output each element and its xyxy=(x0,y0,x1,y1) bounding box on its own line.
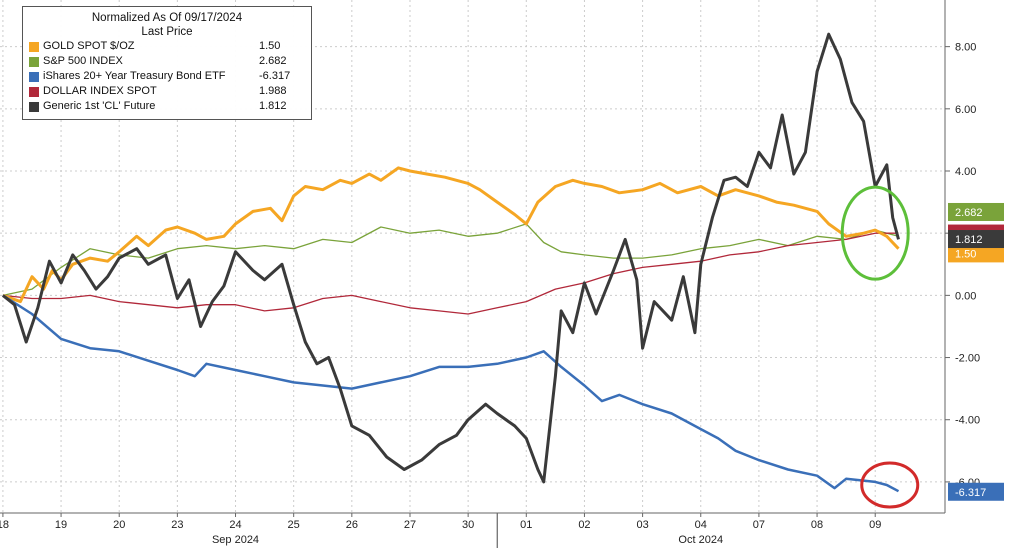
y-tick-label: 0.00 xyxy=(955,290,976,302)
x-month-label: Oct 2024 xyxy=(678,534,723,546)
legend-swatch xyxy=(29,86,39,97)
value-tag xyxy=(948,482,1004,501)
legend-series-name: GOLD SPOT $/OZ xyxy=(43,40,135,52)
x-tick-label: 23 xyxy=(171,519,183,531)
legend-series-value: 1.50 xyxy=(259,40,281,52)
x-tick-label: 20 xyxy=(113,519,125,531)
x-tick-label: 19 xyxy=(55,519,67,531)
legend-series-name: DOLLAR INDEX SPOT xyxy=(43,85,157,97)
series-line-1 xyxy=(2,223,899,297)
legend-series-name: iShares 20+ Year Treasury Bond ETF xyxy=(43,70,226,82)
x-tick-label: 03 xyxy=(636,519,648,531)
x-tick-label: 02 xyxy=(578,519,590,531)
legend-item: DOLLAR INDEX SPOT 1.988 xyxy=(29,84,305,99)
x-tick-label: 25 xyxy=(288,519,300,531)
y-tick-label: 4.00 xyxy=(955,166,976,178)
value-tag xyxy=(948,230,1004,249)
red-circle-annotation xyxy=(860,461,920,509)
series-line-0 xyxy=(2,166,900,304)
series-line-3 xyxy=(2,232,899,315)
legend-series-name: S&P 500 INDEX xyxy=(43,55,123,67)
green-circle-annotation xyxy=(840,185,910,281)
value-tag-label: 1.812 xyxy=(955,234,983,246)
legend-item: GOLD SPOT $/OZ 1.50 xyxy=(29,39,305,54)
y-tick-label: 6.00 xyxy=(955,104,976,116)
legend-title: Normalized As Of 09/17/2024 xyxy=(91,12,243,24)
value-tag xyxy=(948,202,1004,221)
y-tick-label: -4.00 xyxy=(955,415,980,427)
x-tick-label: 24 xyxy=(229,519,241,531)
x-tick-label: 09 xyxy=(869,519,881,531)
legend-swatch xyxy=(29,56,39,67)
legend-series-value: 1.988 xyxy=(259,85,287,97)
legend-item: iShares 20+ Year Treasury Bond ETF -6.317 xyxy=(29,69,305,84)
x-tick-label: 04 xyxy=(695,519,707,531)
x-tick-label: 26 xyxy=(346,519,358,531)
legend-item: Generic 1st 'CL' Future 1.812 xyxy=(29,99,305,114)
legend-swatch xyxy=(29,71,39,82)
y-tick-label: -2.00 xyxy=(955,353,980,365)
chart-legend: Normalized As Of 09/17/2024 Last Price G… xyxy=(22,6,312,120)
value-tag-label: -6.317 xyxy=(955,487,986,499)
x-tick-label: 07 xyxy=(753,519,765,531)
legend-series-value: 1.812 xyxy=(259,100,287,112)
value-tag xyxy=(948,244,1004,263)
legend-swatch xyxy=(29,41,39,52)
x-month-label: Sep 2024 xyxy=(212,534,259,546)
x-tick-label: 27 xyxy=(404,519,416,531)
legend-item: S&P 500 INDEX 2.682 xyxy=(29,54,305,69)
legend-swatch xyxy=(29,101,39,112)
x-tick-label: 08 xyxy=(811,519,823,531)
x-tick-label: 30 xyxy=(462,519,474,531)
series-line-2 xyxy=(2,294,900,493)
x-tick-label: 01 xyxy=(520,519,532,531)
value-tag-label: 1.50 xyxy=(955,248,976,260)
value-tag-label: 2.682 xyxy=(955,207,983,219)
legend-subtitle: Last Price xyxy=(141,26,193,38)
x-tick-label: 18 xyxy=(0,519,9,531)
legend-series-name: Generic 1st 'CL' Future xyxy=(43,100,156,112)
legend-series-value: 2.682 xyxy=(259,55,287,67)
series-line-4 xyxy=(1,32,900,484)
y-tick-label: 8.00 xyxy=(955,42,976,54)
legend-series-value: -6.317 xyxy=(259,70,291,82)
